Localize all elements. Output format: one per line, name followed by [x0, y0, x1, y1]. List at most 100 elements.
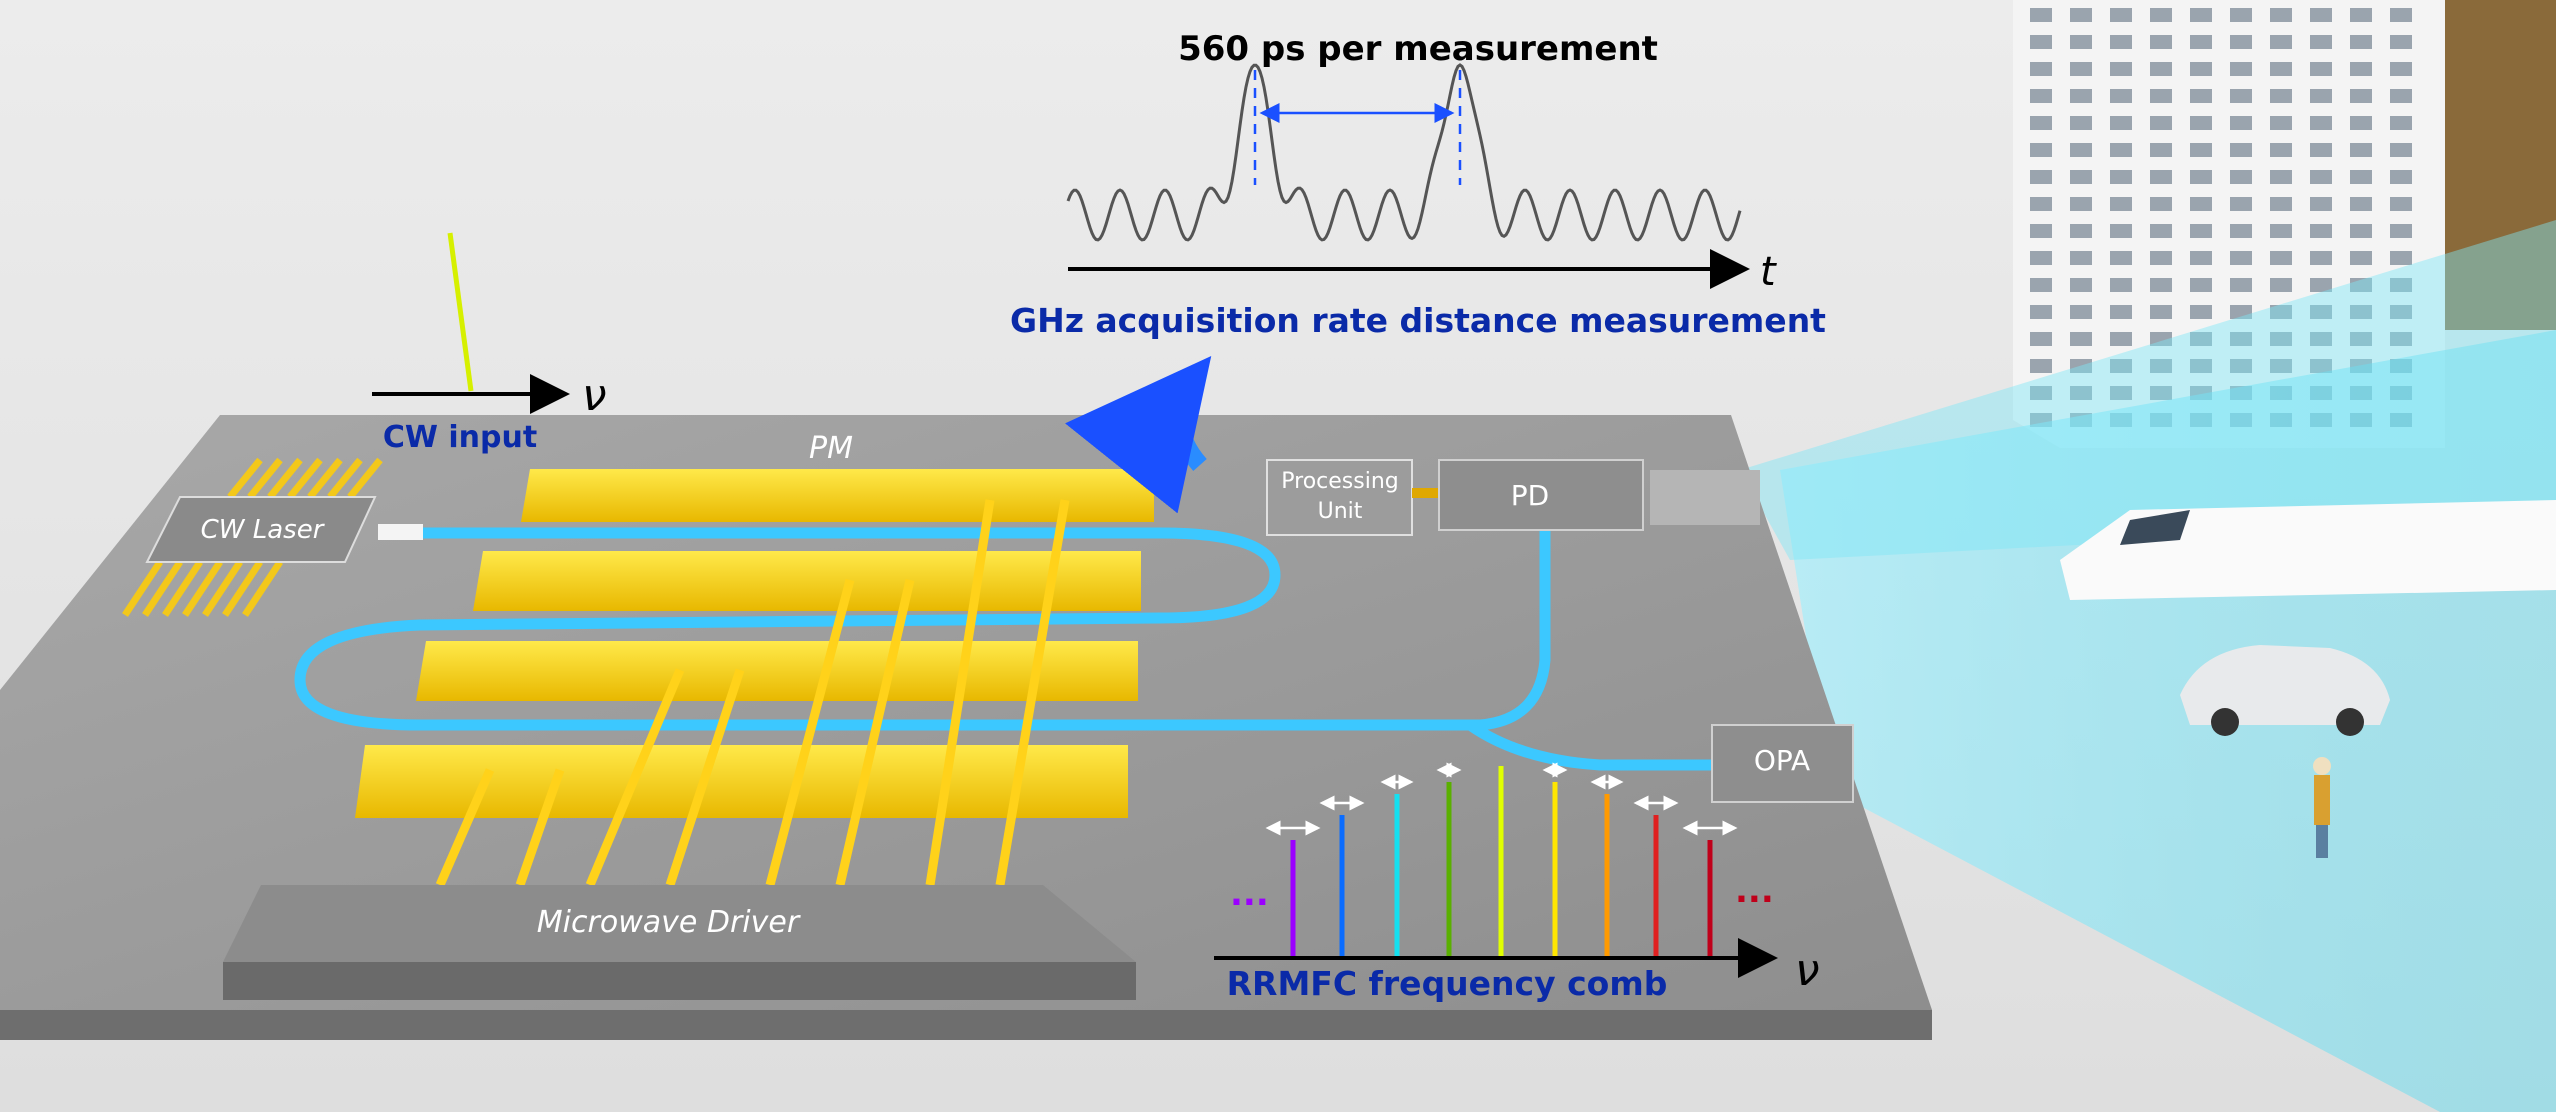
- window: [2310, 170, 2332, 184]
- car: [2180, 645, 2390, 725]
- train-window: [2120, 510, 2190, 545]
- window: [2110, 305, 2132, 319]
- window: [2030, 116, 2052, 130]
- window: [2190, 332, 2212, 346]
- window: [2110, 62, 2132, 76]
- window: [2070, 386, 2092, 400]
- pedestrian-head: [2313, 757, 2331, 775]
- window: [2390, 143, 2412, 157]
- window: [2350, 89, 2372, 103]
- window: [2310, 35, 2332, 49]
- window: [2110, 8, 2132, 22]
- window: [2230, 251, 2252, 265]
- processing-unit-label-2: Unit: [1318, 499, 1363, 524]
- window: [2030, 359, 2052, 373]
- pm-label: PM: [809, 431, 853, 466]
- comb-axis-label: ν: [1795, 945, 1820, 996]
- window: [2190, 116, 2212, 130]
- window: [2230, 359, 2252, 373]
- window: [2150, 359, 2172, 373]
- window: [2070, 197, 2092, 211]
- window: [2110, 386, 2132, 400]
- window: [2190, 35, 2212, 49]
- pm-electrode-1: [521, 469, 1154, 522]
- microwave-driver-base: [223, 962, 1136, 1000]
- window: [2390, 35, 2412, 49]
- laser-pin: [247, 457, 283, 500]
- window: [2110, 116, 2132, 130]
- window: [2310, 89, 2332, 103]
- rf-feed-line: [835, 578, 915, 887]
- cw-input-plot: ν CW input: [372, 232, 607, 455]
- window: [2270, 197, 2292, 211]
- window: [2230, 197, 2252, 211]
- window: [2310, 143, 2332, 157]
- window: [2030, 251, 2052, 265]
- window: [2310, 62, 2332, 76]
- window: [2310, 359, 2332, 373]
- window: [2030, 8, 2052, 22]
- cw-laser: [145, 496, 377, 563]
- window: [2350, 224, 2372, 238]
- processing-unit: [1266, 459, 1413, 536]
- window: [2110, 278, 2132, 292]
- microwave-driver: [223, 885, 1136, 962]
- window: [2350, 116, 2372, 130]
- window: [2230, 8, 2252, 22]
- window: [2270, 332, 2292, 346]
- window: [2150, 143, 2172, 157]
- window: [2150, 116, 2172, 130]
- window: [2390, 305, 2412, 319]
- window: [2110, 251, 2132, 265]
- window: [2030, 62, 2052, 76]
- laser-pin: [227, 457, 263, 500]
- laser-pin: [327, 457, 363, 500]
- window: [2150, 8, 2172, 22]
- window: [2230, 332, 2252, 346]
- time-domain-plot: 560 ps per measurement t GHz acquisition…: [1010, 29, 1826, 340]
- window: [2230, 278, 2252, 292]
- window: [2150, 170, 2172, 184]
- laser-pin: [242, 560, 283, 617]
- window: [2310, 8, 2332, 22]
- laser-pin: [202, 560, 243, 617]
- window: [2190, 143, 2212, 157]
- window: [2230, 224, 2252, 238]
- window: [2270, 35, 2292, 49]
- window: [2230, 89, 2252, 103]
- window: [2270, 224, 2292, 238]
- window: [2070, 278, 2092, 292]
- opa-beam-upper: [1740, 220, 2556, 560]
- window: [2070, 224, 2092, 238]
- window: [2070, 62, 2092, 76]
- window: [2190, 224, 2212, 238]
- window: [2350, 8, 2372, 22]
- rf-feed-line: [765, 578, 855, 887]
- window: [2190, 89, 2212, 103]
- window: [2350, 197, 2372, 211]
- pd-label: PD: [1511, 479, 1549, 512]
- window: [2030, 386, 2052, 400]
- window: [2110, 332, 2132, 346]
- window: [2310, 116, 2332, 130]
- car-wheel: [2211, 708, 2239, 736]
- cw-axis-label: ν: [582, 370, 607, 421]
- rf-feed-line: [925, 499, 995, 886]
- laser-pin: [162, 560, 203, 617]
- waveguide-to-opa: [1466, 720, 1720, 771]
- window: [2390, 224, 2412, 238]
- window: [2110, 143, 2132, 157]
- window: [2150, 305, 2172, 319]
- window: [2070, 170, 2092, 184]
- comb-caption: RRMFC frequency comb: [1227, 964, 1668, 1003]
- rf-feed-line: [435, 768, 495, 887]
- window: [2030, 143, 2052, 157]
- window: [2030, 170, 2052, 184]
- window: [2190, 62, 2212, 76]
- comb-ellipsis-right: ...: [1735, 871, 1774, 911]
- window: [2070, 332, 2092, 346]
- window: [2390, 332, 2412, 346]
- window: [2110, 224, 2132, 238]
- window: [2110, 359, 2132, 373]
